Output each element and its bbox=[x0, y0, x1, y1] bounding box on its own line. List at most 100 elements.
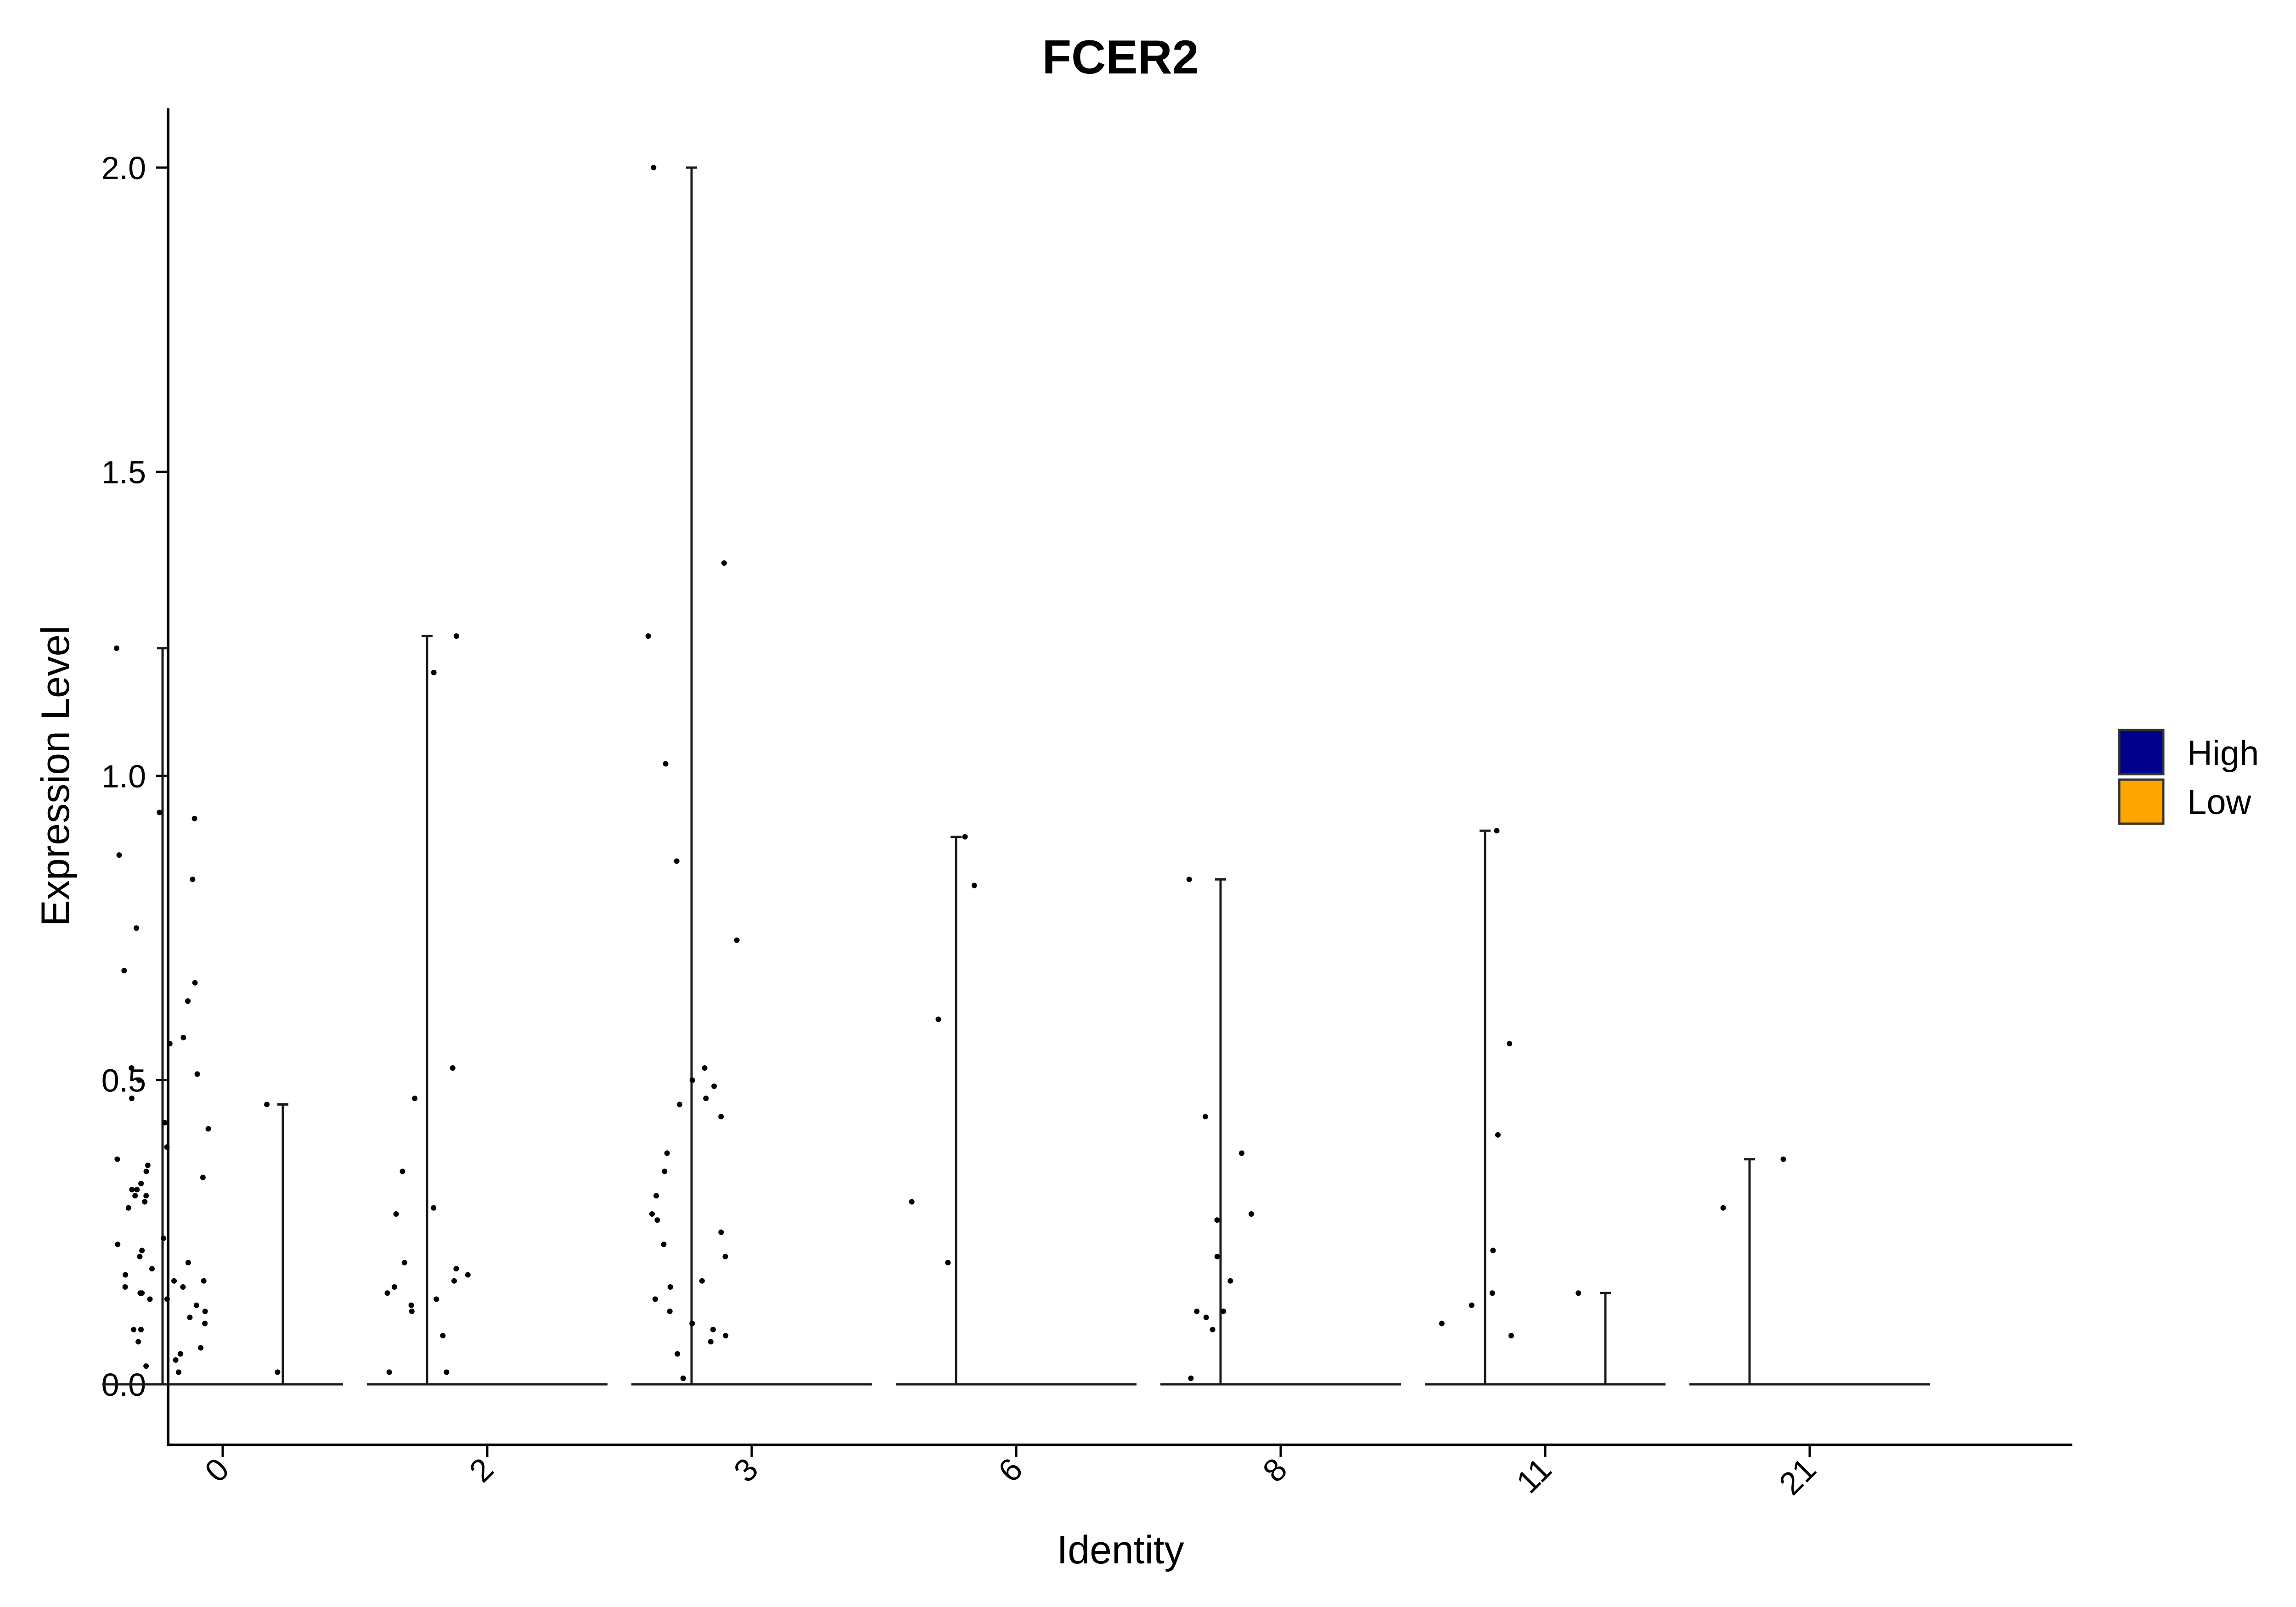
data-point bbox=[677, 1101, 683, 1107]
data-point bbox=[185, 1260, 191, 1265]
data-point bbox=[450, 1065, 456, 1071]
y-tick-label: 2.0 bbox=[101, 150, 146, 186]
data-point bbox=[391, 1284, 397, 1290]
data-point bbox=[135, 1339, 141, 1345]
data-point bbox=[192, 980, 198, 986]
data-point bbox=[129, 1065, 135, 1071]
data-point bbox=[115, 1242, 121, 1247]
y-tick-label: 1.5 bbox=[101, 455, 146, 490]
data-point bbox=[667, 1284, 673, 1290]
data-point bbox=[667, 1309, 673, 1314]
legend-swatch-high bbox=[2118, 729, 2165, 775]
data-point bbox=[945, 1260, 951, 1265]
data-point bbox=[200, 1174, 206, 1180]
data-point bbox=[971, 882, 977, 888]
data-point bbox=[133, 925, 139, 931]
data-point bbox=[173, 1357, 179, 1363]
data-point bbox=[264, 1101, 270, 1107]
data-point bbox=[129, 1187, 135, 1192]
data-point bbox=[1576, 1290, 1581, 1296]
data-point bbox=[1508, 1333, 1514, 1338]
data-point bbox=[722, 1253, 728, 1259]
data-point bbox=[1239, 1150, 1245, 1156]
data-point bbox=[187, 1315, 193, 1320]
data-point bbox=[164, 1144, 170, 1150]
data-point bbox=[721, 560, 727, 566]
data-point bbox=[180, 1284, 186, 1290]
data-point bbox=[149, 1266, 155, 1272]
data-point bbox=[177, 1351, 183, 1357]
y-axis-title: Expression Level bbox=[34, 626, 78, 927]
data-point bbox=[185, 998, 191, 1004]
data-point bbox=[142, 1199, 148, 1205]
data-point bbox=[157, 809, 163, 815]
data-point bbox=[680, 1375, 686, 1381]
data-point bbox=[138, 1326, 144, 1332]
data-point bbox=[202, 1309, 208, 1314]
data-point bbox=[132, 1193, 138, 1199]
data-point bbox=[400, 1169, 405, 1174]
data-point bbox=[1780, 1156, 1786, 1162]
data-point bbox=[1720, 1205, 1726, 1211]
data-point bbox=[193, 1302, 199, 1308]
data-point bbox=[137, 1290, 143, 1296]
data-point bbox=[1495, 1132, 1501, 1138]
data-point bbox=[431, 669, 437, 675]
data-point bbox=[703, 1096, 709, 1101]
x-tick-label: 3 bbox=[727, 1451, 765, 1489]
data-point bbox=[147, 1296, 153, 1302]
x-tick-label: 2 bbox=[462, 1451, 501, 1489]
data-point bbox=[653, 1193, 659, 1199]
data-point bbox=[1469, 1302, 1474, 1308]
data-point bbox=[935, 1017, 941, 1022]
data-point bbox=[136, 1077, 142, 1083]
data-point bbox=[1210, 1326, 1216, 1332]
data-point bbox=[384, 1290, 390, 1296]
x-tick-label: 21 bbox=[1772, 1451, 1823, 1501]
data-point bbox=[652, 1296, 658, 1302]
data-point bbox=[1494, 828, 1500, 834]
data-point bbox=[699, 1278, 705, 1284]
data-point bbox=[198, 1345, 204, 1351]
x-tick-label: 6 bbox=[991, 1451, 1030, 1489]
data-point bbox=[180, 1034, 186, 1040]
data-point bbox=[1248, 1211, 1254, 1217]
data-point bbox=[1221, 1309, 1227, 1314]
data-point bbox=[718, 1229, 724, 1235]
data-point bbox=[143, 1193, 149, 1199]
data-point bbox=[393, 1211, 399, 1217]
data-point bbox=[1490, 1247, 1496, 1253]
data-point bbox=[412, 1096, 418, 1101]
data-point bbox=[431, 1205, 437, 1211]
x-tick-label: 8 bbox=[1256, 1451, 1294, 1489]
data-point bbox=[1439, 1320, 1445, 1326]
data-point bbox=[675, 1351, 681, 1357]
data-point bbox=[143, 1169, 149, 1174]
data-point bbox=[654, 1217, 660, 1223]
data-point bbox=[134, 1187, 140, 1192]
data-point bbox=[201, 1278, 207, 1284]
data-point bbox=[465, 1272, 471, 1278]
data-point bbox=[645, 633, 651, 639]
legend-swatch-low bbox=[2118, 778, 2165, 825]
data-point bbox=[145, 1163, 151, 1168]
x-tick-label: 0 bbox=[198, 1451, 236, 1489]
data-point bbox=[662, 1169, 668, 1174]
data-point bbox=[191, 815, 197, 821]
data-point bbox=[114, 645, 119, 651]
data-point bbox=[139, 1247, 145, 1253]
data-point bbox=[162, 1120, 168, 1126]
data-point bbox=[129, 1096, 135, 1101]
data-point bbox=[723, 1333, 729, 1338]
data-point bbox=[689, 1320, 695, 1326]
data-point bbox=[708, 1339, 714, 1345]
data-point bbox=[205, 1126, 211, 1132]
data-point bbox=[190, 877, 196, 882]
data-point bbox=[194, 1071, 200, 1077]
data-point bbox=[408, 1302, 414, 1308]
chart-title: FCER2 bbox=[1042, 31, 1199, 84]
jitter-points bbox=[114, 165, 1786, 1381]
data-point bbox=[1227, 1278, 1233, 1284]
violin-marks bbox=[102, 166, 1930, 1386]
